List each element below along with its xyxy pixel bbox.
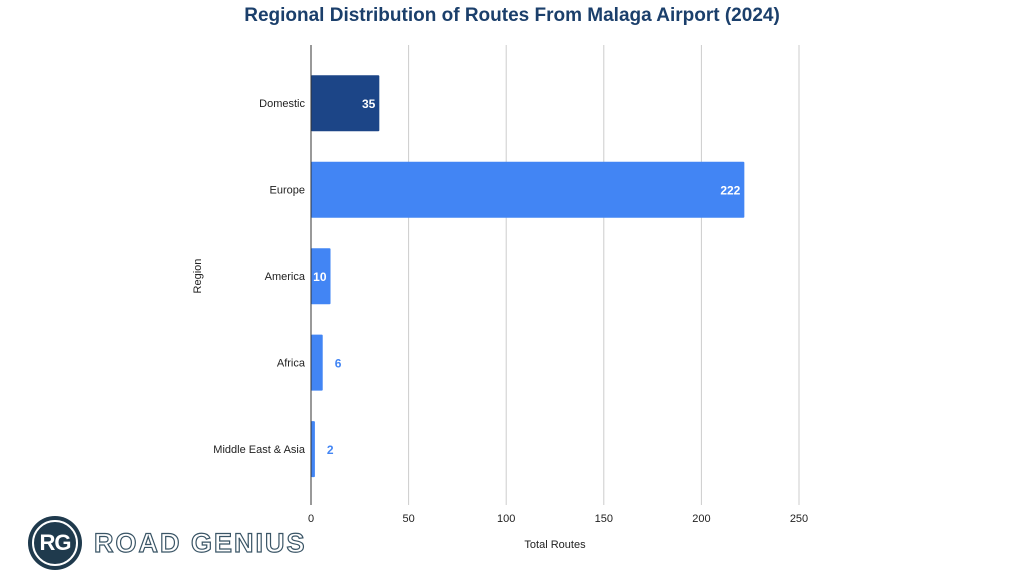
y-tick-label: America [265,271,306,283]
bar-domestic [311,75,380,132]
x-axis-title: Total Routes [524,539,586,551]
logo-text: ROAD GENIUS [93,527,307,558]
x-tick-label: 50 [402,513,414,525]
x-tick-label: 200 [692,513,710,525]
y-tick-label: Africa [277,358,306,370]
road-genius-logo: RG ROAD GENIUS [28,516,307,570]
y-tick-label: Domestic [259,98,305,110]
bar-america [311,248,331,305]
x-tick-label: 150 [595,513,613,525]
bar-europe [311,161,745,218]
x-tick-label: 250 [790,513,808,525]
bar-middle-east-asia [311,421,315,478]
data-label: 222 [720,184,740,198]
chart-title: Regional Distribution of Routes From Mal… [244,5,780,26]
y-tick-label: Europe [270,185,305,197]
data-label: 2 [327,443,334,457]
data-label: 35 [362,97,376,111]
logo-badge-text: RG [32,520,78,566]
bar-africa [311,334,323,391]
y-axis-title: Region [192,259,204,294]
x-tick-label: 100 [497,513,515,525]
data-label: 6 [335,357,342,371]
x-tick-label: 0 [308,513,314,525]
data-label: 10 [313,270,327,284]
logo-badge: RG [28,516,82,570]
y-tick-label: Middle East & Asia [213,444,306,456]
